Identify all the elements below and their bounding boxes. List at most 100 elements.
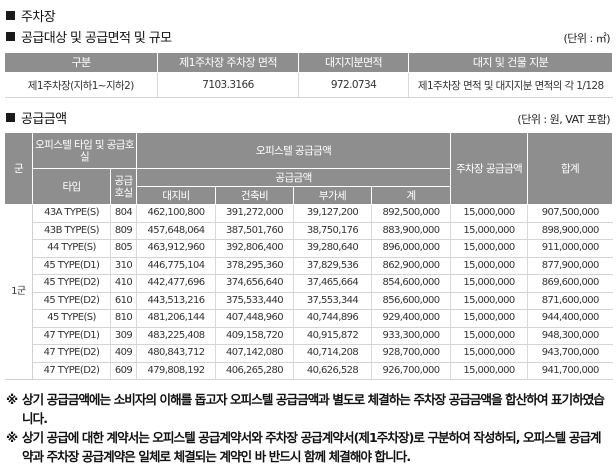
header-building-cost: 건축비 xyxy=(215,186,294,205)
price-table-header-row3: 대지비 건축비 부가세 계 xyxy=(5,186,613,205)
cell-total: 871,600,000 xyxy=(527,292,613,310)
price-unit-label: (단위 : 원, VAT 포함) xyxy=(517,113,610,126)
cell-total: 869,600,000 xyxy=(527,274,613,293)
header-parking-price: 주차장 공급금액 xyxy=(450,132,529,205)
cell-type: 43A TYPE(S) xyxy=(32,204,111,223)
cell-type: 45 TYPE(D2) xyxy=(32,292,111,310)
note-text: 상기 공급금액에는 소비자의 이해를 돕고자 오피스텔 공급금액과 별도로 체결… xyxy=(22,392,605,426)
cell-total: 943,700,000 xyxy=(527,344,613,363)
cell-gun: 1군 xyxy=(4,204,33,380)
cell-type: 43B TYPE(S) xyxy=(32,222,111,240)
square-bullet-icon xyxy=(6,32,15,41)
note-item: ※ 상기 공급에 대한 계약서는 오피스텔 공급계약서와 주차장 공급계약서(제… xyxy=(6,428,610,466)
cell-total: 941,700,000 xyxy=(527,362,613,380)
cell-building-cost: 378,295,360 xyxy=(215,257,294,275)
cell-vat: 40,626,528 xyxy=(293,362,372,380)
cell-building-cost: 375,533,440 xyxy=(215,292,294,310)
table-row: 45 TYPE(S) 810 481,206,144 407,448,960 40,74… xyxy=(5,309,613,328)
cell-land-cost: 442,477,696 xyxy=(136,274,216,293)
note-item: ※ 상기 공급금액에는 소비자의 이해를 돕고자 오피스텔 공급금액과 별도로 … xyxy=(6,390,610,428)
cell-subtotal: 856,600,000 xyxy=(371,292,452,310)
cell-parking-price: 15,000,000 xyxy=(450,222,529,240)
cell-type: 45 TYPE(S) xyxy=(32,309,111,328)
cell-subtotal: 928,700,000 xyxy=(371,344,452,363)
area-table: 구분 제1주차장 주차장 면적 대지지분면적 대지 및 건물 지분 제1주차장(… xyxy=(4,52,613,98)
cell-vat: 39,127,200 xyxy=(293,204,372,223)
cell-type: 45 TYPE(D1) xyxy=(32,257,111,275)
cell-type: 45 TYPE(D2) xyxy=(32,274,111,293)
header-land-cost: 대지비 xyxy=(136,186,216,205)
cell-parking-price: 15,000,000 xyxy=(450,362,529,380)
cell-subtotal: 933,300,000 xyxy=(371,327,452,345)
cell-unit: 805 xyxy=(110,239,137,258)
table-row: 47 TYPE(D2) 409 480,843,712 407,142,080 40,7… xyxy=(5,344,613,363)
header-type: 타입 xyxy=(32,168,111,205)
cell-vat: 40,915,872 xyxy=(293,327,372,345)
cell-building-cost: 391,272,000 xyxy=(215,204,294,223)
header-units: 공급 호실 xyxy=(110,168,137,205)
cell-unit: 410 xyxy=(110,274,137,293)
cell-vat: 37,553,344 xyxy=(293,292,372,310)
cell-land-cost: 443,513,216 xyxy=(136,292,216,310)
cell-unit: 609 xyxy=(110,362,137,380)
square-bullet-icon xyxy=(6,113,15,122)
table-row: 44 TYPE(S) 805 463,912,960 392,806,400 39,28… xyxy=(5,239,613,258)
cell-unit: 804 xyxy=(110,204,137,223)
cell-unit: 309 xyxy=(110,327,137,345)
cell-building-cost: 409,158,720 xyxy=(215,327,294,345)
table-row: 45 TYPE(D2) 410 442,477,696 374,656,640 37,4… xyxy=(5,274,613,293)
table-row: 45 TYPE(D2) 610 443,513,216 375,533,440 37,5… xyxy=(5,292,613,310)
header-subtotal: 계 xyxy=(370,186,452,205)
cell-parking-price: 15,000,000 xyxy=(450,309,529,328)
price-section-header: 공급금액 xyxy=(6,108,67,127)
cell-type: 44 TYPE(S) xyxy=(32,239,111,258)
cell-type: 47 TYPE(D1) xyxy=(32,327,111,345)
cell-unit: 809 xyxy=(110,222,137,240)
note-text: 상기 공급에 대한 계약서는 오피스텔 공급계약서와 주차장 공급계약서(제1주… xyxy=(22,430,602,464)
header-gun: 군 xyxy=(4,132,33,205)
header-category: 구분 xyxy=(4,52,158,73)
cell-land-cost: 483,225,408 xyxy=(136,327,216,345)
supply-section-header: 공급대상 및 공급면적 및 규모 xyxy=(6,27,172,46)
cell-subtotal: 883,900,000 xyxy=(371,222,452,240)
cell-subtotal: 896,000,000 xyxy=(371,239,452,258)
parking-section-title: 주차장 xyxy=(21,10,56,25)
header-land-share-area: 대지지분면적 xyxy=(298,52,409,73)
cell-parking-price: 15,000,000 xyxy=(450,274,529,293)
parking-section-header: 주차장 xyxy=(6,6,56,25)
cell-parking-price: 15,000,000 xyxy=(450,204,529,223)
cell-land-cost: 446,775,104 xyxy=(136,257,216,275)
cell-subtotal: 926,700,000 xyxy=(371,362,452,380)
cell-total: 877,900,000 xyxy=(527,257,613,275)
price-table: 군 오피스텔 타입 및 공급호실 오피스텔 공급금액 주차장 공급금액 합계 타… xyxy=(4,132,614,380)
cell-unit: 610 xyxy=(110,292,137,310)
cell-building-cost: 407,142,080 xyxy=(215,344,294,363)
cell-parking-price: 15,000,000 xyxy=(450,239,529,258)
cell-total: 911,000,000 xyxy=(527,239,613,258)
price-section-title: 공급금액 xyxy=(21,112,67,127)
square-bullet-icon xyxy=(6,11,15,20)
cell-land-cost: 457,648,064 xyxy=(136,222,216,240)
note-mark: ※ xyxy=(6,430,18,445)
cell-vat: 37,829,536 xyxy=(293,257,372,275)
table-row: 43B TYPE(S) 809 457,648,064 387,501,760 38,7… xyxy=(5,222,613,240)
header-vat: 부가세 xyxy=(293,186,372,205)
header-officetel-price: 오피스텔 공급금액 xyxy=(135,132,452,169)
cell-total: 898,900,000 xyxy=(527,222,613,240)
header-supply-price: 공급금액 xyxy=(135,168,452,187)
cell-total: 907,500,000 xyxy=(527,204,613,223)
cell-building-cost: 406,265,280 xyxy=(215,362,294,380)
area-unit-label: (단위 : ㎡) xyxy=(563,32,610,45)
cell-parking-price: 15,000,000 xyxy=(450,292,529,310)
cell-vat: 40,744,896 xyxy=(293,309,372,328)
price-table-body: 1군 43A TYPE(S) 804 462,100,800 391,272,000 39… xyxy=(4,204,613,380)
cell-vat: 40,714,208 xyxy=(293,344,372,363)
header-parking-area: 제1주차장 주차장 면적 xyxy=(157,52,299,73)
cell-land-cost: 481,206,144 xyxy=(136,309,216,328)
cell-type: 47 TYPE(D2) xyxy=(32,362,111,380)
cell-subtotal: 854,600,000 xyxy=(371,274,452,293)
table-row: 제1주차장(지하1~지하2) 7103.3166 972.0734 제1주차장 … xyxy=(4,72,613,98)
cell-land-cost: 463,912,960 xyxy=(136,239,216,258)
cell-building-cost: 407,448,960 xyxy=(215,309,294,328)
